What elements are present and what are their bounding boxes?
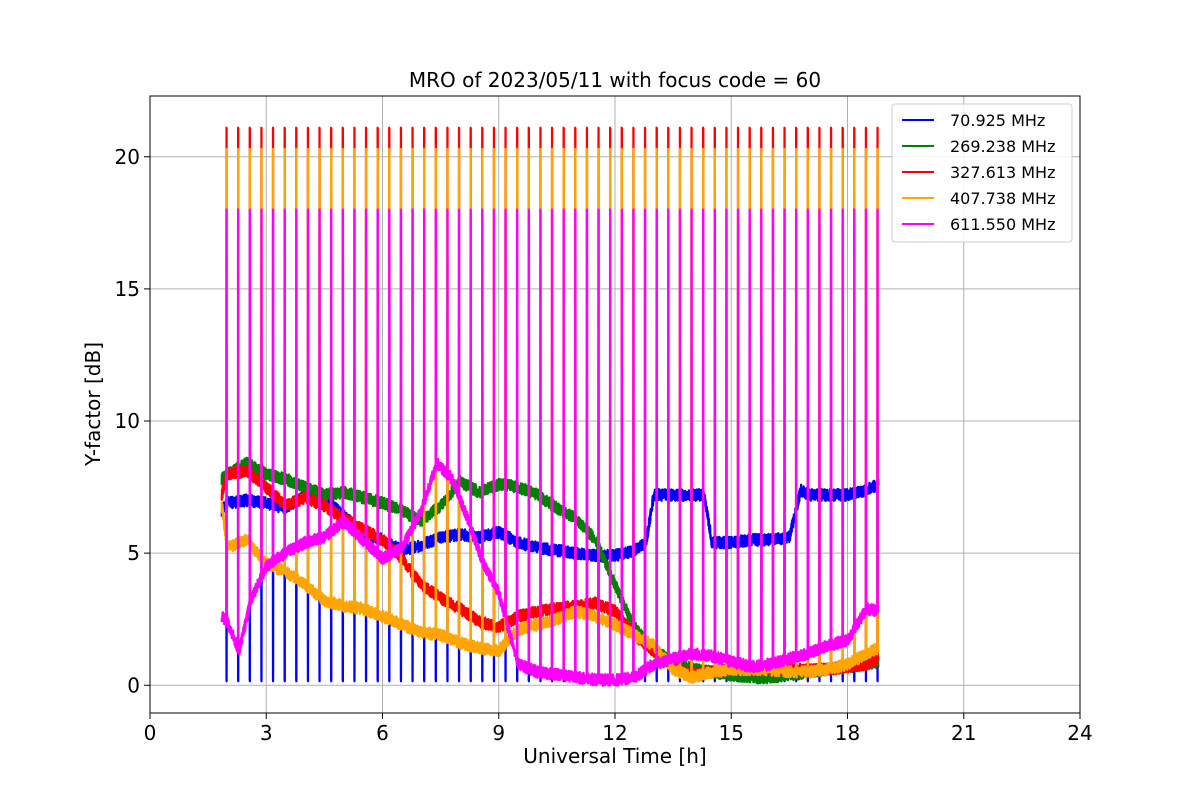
axis-ticks: 0 3 6 9 12 15 18 21 24 0 5 10 15 20	[115, 145, 1093, 745]
y-tick-label: 10	[115, 409, 140, 433]
legend: 70.925 MHz 269.238 MHz 327.613 MHz 407.738 …	[891, 103, 1073, 243]
y-tick-label: 20	[115, 145, 140, 169]
x-tick-label: 3	[260, 721, 273, 745]
x-tick-label: 12	[602, 721, 627, 745]
legend-label: 327.613 MHz	[950, 163, 1055, 182]
legend-label: 70.925 MHz	[950, 111, 1045, 130]
series-line	[220, 208, 880, 687]
x-tick-label: 18	[835, 721, 860, 745]
x-tick-label: 0	[144, 721, 157, 745]
legend-label: 269.238 MHz	[950, 137, 1055, 156]
x-tick-label: 24	[1067, 721, 1092, 745]
chart-title: MRO of 2023/05/11 with focus code = 60	[409, 68, 821, 92]
x-tick-label: 15	[719, 721, 744, 745]
legend-label: 407.738 MHz	[950, 189, 1055, 208]
x-tick-label: 6	[376, 721, 389, 745]
y-tick-label: 0	[127, 673, 140, 697]
plot-area	[220, 126, 880, 687]
x-tick-label: 21	[951, 721, 976, 745]
series-line	[220, 478, 880, 683]
legend-box	[891, 103, 1073, 243]
y-axis-label: Y-factor [dB]	[81, 342, 105, 467]
y-tick-label: 5	[127, 541, 140, 565]
legend-label: 611.550 MHz	[950, 215, 1055, 234]
y-tick-label: 15	[115, 277, 140, 301]
x-axis-label: Universal Time [h]	[523, 744, 706, 768]
x-tick-label: 9	[492, 721, 505, 745]
